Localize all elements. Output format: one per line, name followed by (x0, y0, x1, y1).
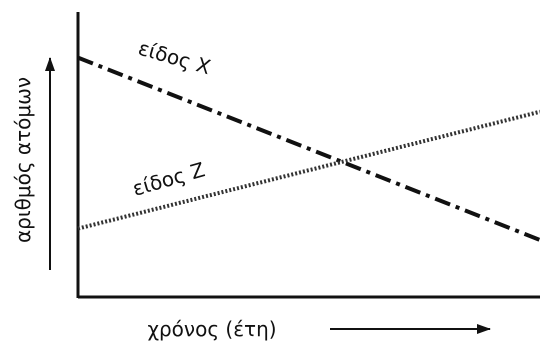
series-z-line (77, 109, 540, 231)
x-axis-label: χρόνος (έτη) (147, 317, 276, 341)
y-axis-label: αριθμός ατόμων (11, 77, 35, 243)
series-x-label: είδος X (136, 36, 214, 80)
series-x-line (77, 55, 540, 242)
series-z-label: είδος Z (130, 157, 208, 200)
